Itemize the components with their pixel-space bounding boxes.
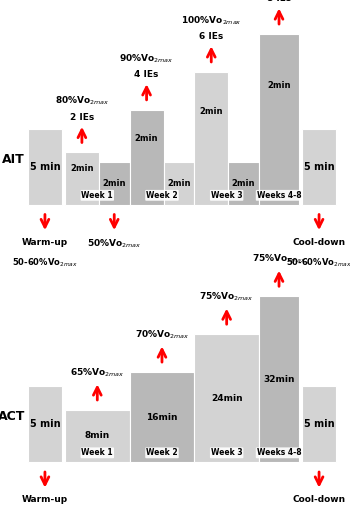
Text: 16min: 16min	[146, 413, 178, 422]
Text: 75%Vo$_{2max}$: 75%Vo$_{2max}$	[199, 291, 254, 303]
Text: 2min: 2min	[103, 179, 126, 188]
Text: 50-60%Vo$_{2max}$: 50-60%Vo$_{2max}$	[286, 256, 350, 269]
Text: Warm-up: Warm-up	[22, 238, 68, 247]
Text: Week 1: Week 1	[82, 191, 113, 200]
Bar	[99, 162, 130, 204]
Text: 24min: 24min	[211, 393, 243, 403]
Bar	[130, 110, 163, 204]
Text: Week 2: Week 2	[146, 191, 178, 200]
Bar	[65, 152, 99, 204]
Text: 65%Vo$_{2max}$: 65%Vo$_{2max}$	[70, 367, 125, 379]
Text: Week 3: Week 3	[211, 191, 243, 200]
Text: Weeks 4-8: Weeks 4-8	[257, 449, 301, 457]
Text: 50-60%Vo$_{2max}$: 50-60%Vo$_{2max}$	[286, 514, 350, 515]
Text: Week 3: Week 3	[211, 449, 243, 457]
Text: 80%Vo$_{2max}$: 80%Vo$_{2max}$	[55, 95, 109, 108]
Text: Cool-down: Cool-down	[293, 495, 345, 504]
Text: Cool-down: Cool-down	[293, 238, 345, 247]
Text: 100%Vo$_{2max}$: 100%Vo$_{2max}$	[181, 14, 242, 27]
Text: 5 min: 5 min	[304, 162, 334, 171]
Text: 2min: 2min	[167, 179, 191, 188]
Bar	[28, 386, 62, 462]
Bar	[302, 386, 336, 462]
Text: 2min: 2min	[267, 81, 291, 90]
Bar	[194, 72, 228, 204]
Bar	[130, 372, 194, 462]
Text: 5 min: 5 min	[304, 419, 334, 429]
Bar	[65, 410, 130, 462]
Text: 2min: 2min	[199, 107, 223, 116]
Text: 50-60%Vo$_{2max}$: 50-60%Vo$_{2max}$	[12, 514, 78, 515]
Bar	[259, 296, 299, 462]
Text: 50%Vo$_{2max}$: 50%Vo$_{2max}$	[87, 238, 141, 250]
Text: 4 IEs: 4 IEs	[134, 70, 159, 79]
Text: 2min: 2min	[70, 164, 94, 173]
Text: Week 1: Week 1	[82, 449, 113, 457]
Text: Warm-up: Warm-up	[22, 495, 68, 504]
Text: 6 IEs: 6 IEs	[199, 32, 223, 41]
Bar	[194, 334, 259, 462]
Bar	[28, 129, 62, 204]
Text: 2 IEs: 2 IEs	[70, 113, 94, 122]
Bar	[302, 129, 336, 204]
Text: 70%Vo$_{2max}$: 70%Vo$_{2max}$	[135, 329, 189, 341]
Bar	[163, 162, 194, 204]
Text: 75%Vo$_{2max}$: 75%Vo$_{2max}$	[252, 253, 306, 265]
Text: 2min: 2min	[232, 179, 256, 188]
Text: 5 min: 5 min	[30, 419, 60, 429]
Text: 2min: 2min	[135, 134, 158, 143]
Text: ACT: ACT	[0, 410, 25, 423]
Text: 8 IEs: 8 IEs	[267, 0, 291, 3]
Text: Weeks 4-8: Weeks 4-8	[257, 191, 301, 200]
Text: AIT: AIT	[2, 152, 25, 166]
Text: 5 min: 5 min	[30, 162, 60, 171]
Text: 50-60%Vo$_{2max}$: 50-60%Vo$_{2max}$	[12, 256, 78, 269]
Text: 32min: 32min	[263, 374, 295, 384]
Bar	[259, 34, 299, 204]
Text: 8min: 8min	[85, 432, 110, 440]
Text: Week 2: Week 2	[146, 449, 178, 457]
Text: 90%Vo$_{2max}$: 90%Vo$_{2max}$	[119, 53, 174, 65]
Bar	[228, 162, 259, 204]
